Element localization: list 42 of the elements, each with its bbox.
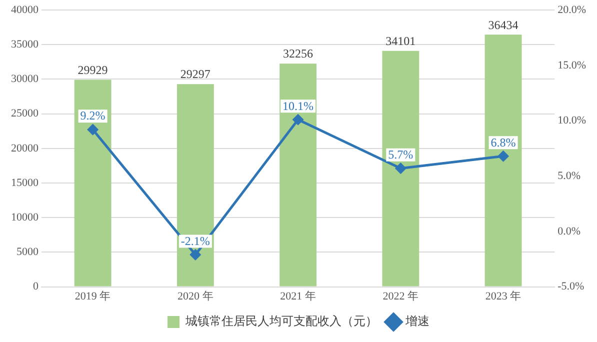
data-label: 10.1% [282,98,314,113]
data-label: 34101 [386,34,416,48]
y2-tick-label: 5.0% [558,170,581,182]
x-tick-label: 2022 年 [382,290,419,302]
bar [484,34,522,286]
point [88,124,98,135]
data-label: -2.1% [180,234,210,248]
data-label: 29929 [78,62,108,77]
point [395,163,406,174]
y2-tick-label: 0.0% [558,225,581,238]
data-label: 32256 [283,46,314,61]
y2-tick-label: 20.0% [558,4,586,16]
x-tick-label: 2023 年 [485,290,522,302]
y-tick-label: 15000 [11,176,39,189]
bar [176,84,214,286]
y-tick-label: 10000 [11,211,39,224]
data-label: 36434 [488,18,518,32]
data-label: 6.8% [490,135,516,150]
y-tick-label: 30000 [11,73,39,86]
y-tick-label: 35000 [11,38,39,50]
legend-label: 城镇常住居民人均可支配收入（元） [184,314,378,328]
data-label: 9.2% [80,108,106,123]
bar [382,50,420,286]
bar [74,80,112,286]
y-tick-label: 40000 [11,4,39,16]
data-label: 29297 [180,67,210,82]
y2-tick-label: 15.0% [558,59,586,72]
x-tick-label: 2019 年 [74,290,111,302]
bar [280,64,317,286]
x-tick-label: 2021 年 [280,290,316,302]
legend-label: 增速 [404,314,430,328]
point [190,249,201,260]
y-tick-label: 20000 [11,142,39,154]
x-tick-label: 2020 年 [178,290,214,302]
data-label: 5.7% [388,147,414,162]
y2-tick-label: -5.0% [558,280,584,293]
y-tick-label: 5000 [16,246,39,258]
point [292,114,304,125]
y2-tick-label: 10.0% [558,114,586,127]
y-tick-label: 25000 [11,108,39,120]
point [498,150,509,162]
y-tick-label: 0 [33,280,39,293]
